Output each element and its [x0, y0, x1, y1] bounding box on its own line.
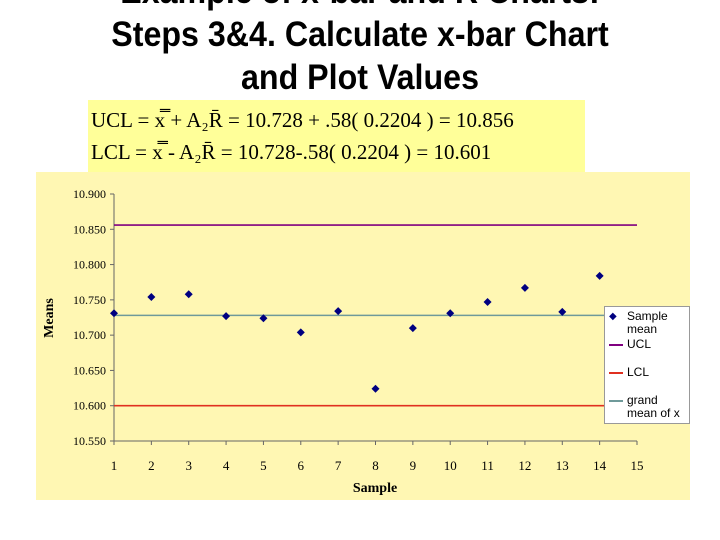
ucl-formula: UCL = x̿ + A₂R̄ = 10.728 + .58( 0.2204 )… — [91, 108, 514, 132]
line-swatch-icon — [609, 400, 623, 402]
legend-label: UCL — [627, 337, 652, 351]
legend-item-grand-mean: grand mean of x — [609, 394, 689, 420]
legend-label: Sample mean — [627, 309, 668, 336]
data-point — [595, 271, 604, 280]
legend: ◆ Sample mean UCL LCL grand mean of x — [604, 306, 690, 424]
y-tick-label: 10.600 — [73, 399, 106, 413]
legend-item-lcl: LCL — [609, 366, 649, 379]
data-point — [483, 297, 492, 306]
data-point — [147, 293, 156, 302]
legend-item-sample-mean: ◆ Sample mean — [609, 310, 687, 336]
x-tick-label: 4 — [223, 458, 230, 473]
data-point — [520, 283, 529, 292]
data-point — [110, 309, 118, 318]
control-limit-formulas: UCL = x̿ + A₂R̄ = 10.728 + .58( 0.2204 )… — [88, 100, 585, 172]
data-point — [222, 312, 231, 321]
lcl-formula: LCL = x̿ - A₂R̄ = 10.728-.58( 0.2204 ) =… — [91, 140, 492, 164]
y-tick-label: 10.750 — [73, 293, 106, 307]
legend-label: LCL — [627, 365, 650, 379]
x-tick-label: 3 — [185, 458, 192, 473]
x-tick-label: 8 — [372, 458, 379, 473]
chart-area — [36, 172, 690, 500]
x-tick-label: 12 — [518, 458, 531, 473]
data-point — [408, 324, 417, 333]
x-tick-label: 2 — [148, 458, 155, 473]
y-tick-label: 10.850 — [73, 222, 106, 236]
y-tick-label: 10.700 — [73, 328, 106, 342]
line-swatch-icon — [609, 372, 623, 374]
diamond-marker-icon: ◆ — [609, 311, 617, 322]
x-axis-label: Sample — [353, 481, 397, 496]
line-swatch-icon — [609, 344, 623, 346]
x-tick-label: 5 — [260, 458, 267, 473]
data-point — [371, 384, 380, 393]
y-tick-label: 10.650 — [73, 363, 106, 377]
x-tick-label: 9 — [410, 458, 417, 473]
x-tick-label: 11 — [481, 458, 494, 473]
slide-title-line-1: Example of x-bar and R Charts: — [29, 0, 691, 14]
y-axis-label: Means — [42, 298, 57, 338]
x-tick-label: 7 — [335, 458, 342, 473]
x-tick-label: 13 — [556, 458, 569, 473]
data-point — [184, 290, 193, 299]
legend-item-ucl: UCL — [609, 338, 651, 351]
y-tick-label: 10.550 — [73, 434, 106, 448]
legend-label: grand mean of x — [627, 393, 680, 420]
data-point — [446, 309, 455, 318]
x-tick-label: 10 — [444, 458, 457, 473]
y-tick-label: 10.900 — [73, 187, 106, 201]
data-point — [259, 314, 268, 323]
data-point — [296, 328, 305, 337]
x-tick-label: 6 — [298, 458, 305, 473]
x-tick-label: 1 — [111, 458, 118, 473]
y-tick-label: 10.800 — [73, 258, 106, 272]
data-point — [334, 307, 343, 316]
slide-title-line-2: Steps 3&4. Calculate x-bar Chart — [111, 15, 609, 54]
slide-title-line-3: and Plot Values — [240, 58, 479, 97]
x-tick-label: 14 — [593, 458, 607, 473]
x-tick-label: 15 — [631, 458, 644, 473]
data-point — [558, 307, 567, 316]
